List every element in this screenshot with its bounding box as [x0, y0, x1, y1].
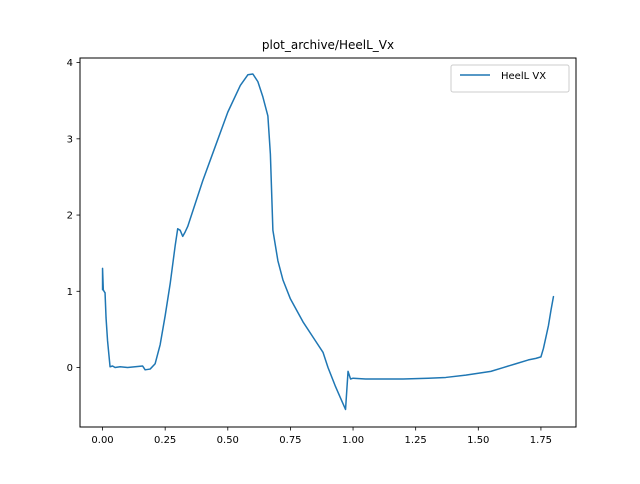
- y-tick-label: 2: [67, 211, 73, 222]
- x-tick-label: 0.75: [279, 435, 301, 446]
- x-tick-label: 0.50: [217, 435, 239, 446]
- legend-box: [450, 64, 570, 93]
- legend: HeelL VX: [450, 64, 570, 93]
- y-tick-label: 4: [67, 58, 73, 69]
- y-tick-label: 3: [67, 134, 73, 145]
- x-tick-label: 1.25: [405, 435, 427, 446]
- y-tick-label: 1: [67, 287, 73, 298]
- x-tick-label: 0.25: [154, 435, 176, 446]
- x-tick-label: 0.00: [91, 435, 113, 446]
- x-tick-label: 1.50: [467, 435, 489, 446]
- x-tick-label: 1.75: [530, 435, 552, 446]
- y-axis: 0 1 2 3 4: [67, 58, 80, 374]
- y-tick-label: 0: [67, 363, 73, 374]
- series-line-0: [101, 73, 555, 411]
- x-tick-label: 1.00: [342, 435, 364, 446]
- x-axis: 0.00 0.25 0.50 0.75 1.00 1.25 1.50 1.75: [91, 427, 552, 446]
- series-layer: [101, 73, 555, 411]
- chart-title: plot_archive/HeelL_Vx: [262, 38, 394, 52]
- legend-label-heell-vx: HeelL VX: [501, 71, 546, 82]
- plot-area-frame: [79, 57, 577, 428]
